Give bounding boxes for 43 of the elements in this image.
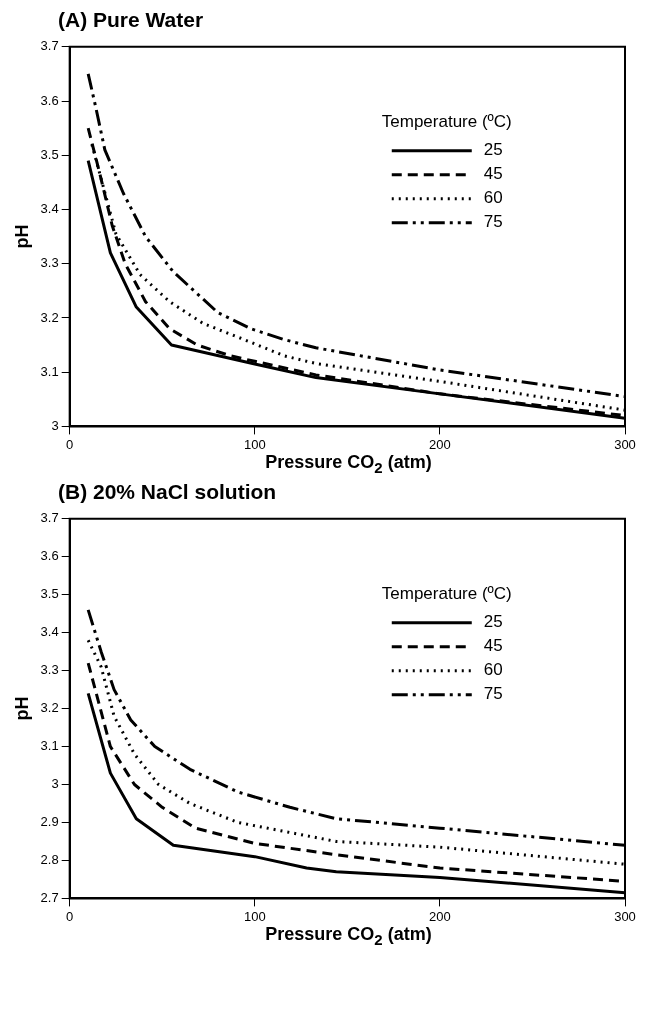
y-tick-label: 3.2: [40, 700, 59, 716]
x-tick-label: 100: [243, 908, 266, 924]
x-tick-label: 300: [614, 436, 636, 452]
y-tick-label: 2.8: [40, 852, 59, 868]
y-tick-label: 3.1: [40, 363, 59, 379]
y-tick-label: 3.6: [40, 548, 59, 564]
y-tick-label: 3.2: [40, 309, 59, 325]
x-axis-title: Pressure CO$_{2}$ (atm): [264, 452, 433, 478]
legend-label: 60: [483, 660, 503, 680]
chart-title: (A) Pure Water: [57, 8, 205, 33]
y-tick-label: 3.5: [40, 146, 59, 162]
x-tick-label: 0: [66, 908, 74, 924]
legend-label: 25: [483, 140, 503, 160]
y-tick-label: 2.9: [40, 814, 59, 830]
legend-title: Temperature (ºC): [381, 584, 512, 604]
y-tick-label: 3: [51, 417, 59, 433]
y-tick-label: 3.7: [40, 510, 59, 526]
y-tick-label: 3: [51, 776, 59, 792]
legend-label: 60: [483, 188, 503, 208]
y-tick-label: 3.3: [40, 662, 59, 678]
y-tick-label: 3.4: [40, 624, 59, 640]
y-tick-label: 3.5: [40, 586, 59, 602]
x-axis-title: Pressure CO$_{2}$ (atm): [264, 924, 433, 950]
y-tick-label: 2.7: [40, 889, 59, 905]
legend-title: Temperature (ºC): [381, 112, 512, 132]
y-tick-label: 3.1: [40, 738, 59, 754]
chart-title: (B) 20% NaCl solution: [57, 480, 278, 505]
legend-label: 45: [483, 164, 503, 184]
legend-label: 75: [483, 684, 503, 704]
y-tick-label: 3.6: [40, 92, 59, 108]
x-tick-label: 0: [66, 436, 74, 452]
x-tick-label: 100: [243, 436, 266, 452]
y-tick-label: 3.7: [40, 38, 59, 54]
y-axis-title: pH: [11, 696, 32, 721]
x-tick-label: 300: [614, 908, 636, 924]
y-axis-title: pH: [11, 224, 32, 249]
x-tick-label: 200: [429, 908, 451, 924]
x-tick-label: 200: [429, 436, 451, 452]
legend-label: 75: [483, 212, 503, 232]
y-tick-label: 3.4: [40, 201, 59, 217]
legend-label: 25: [483, 612, 503, 632]
y-tick-label: 3.3: [40, 255, 59, 271]
legend-label: 45: [483, 636, 503, 656]
